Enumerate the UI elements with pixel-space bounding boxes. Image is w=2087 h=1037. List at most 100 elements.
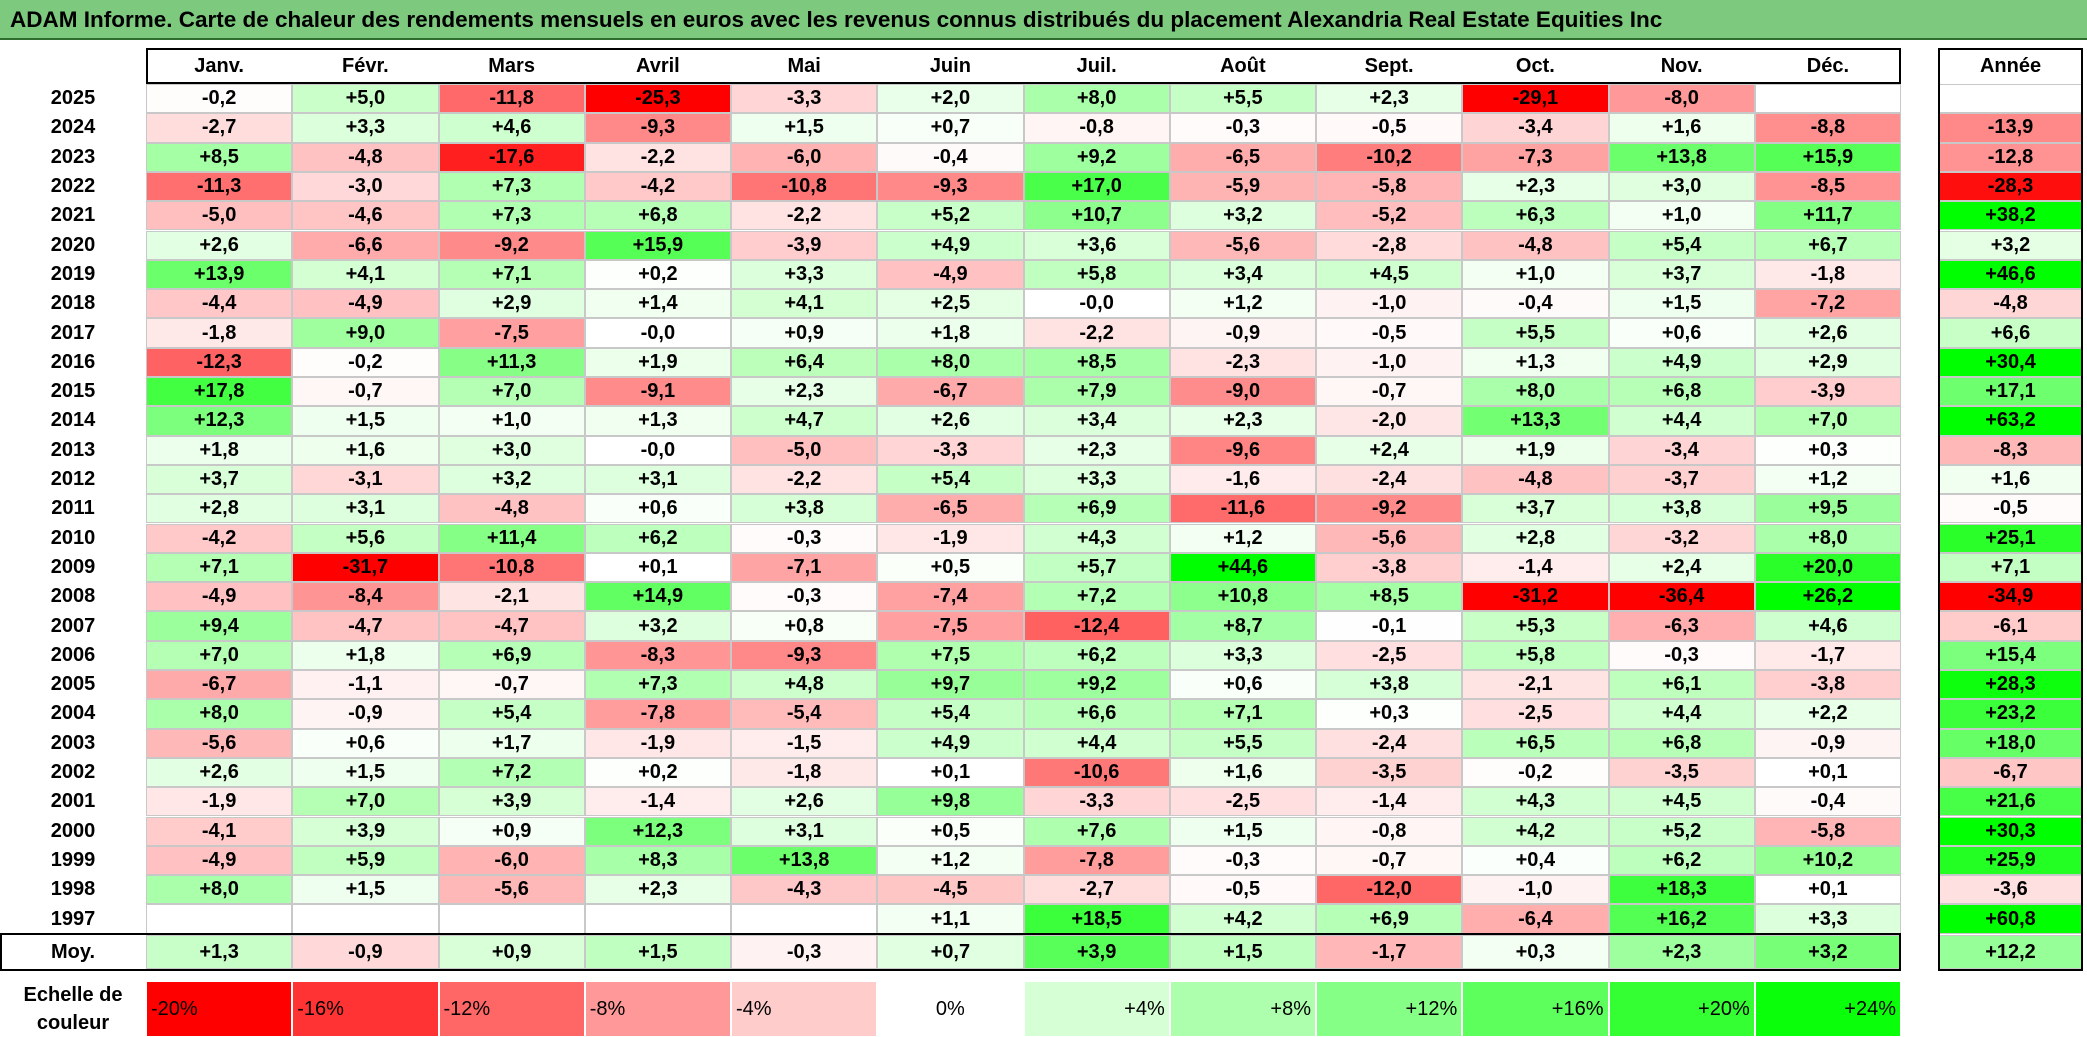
year-label: 2021 [50, 204, 96, 227]
heatmap-cell: -4,3 [731, 875, 878, 905]
heatmap-cell: +3,6 [1023, 230, 1170, 260]
average-cell: +1,5 [584, 935, 731, 969]
heatmap-cell: +4,3 [1023, 523, 1170, 553]
month-header: Mai [787, 54, 821, 77]
year-column-header: Année [1979, 54, 2042, 77]
heatmap-cell: +1,8 [146, 435, 293, 465]
heatmap-cell: +5,3 [1462, 611, 1609, 641]
heatmap-cell: +2,6 [146, 757, 293, 788]
heatmap-cell: +3,8 [731, 494, 878, 524]
heatmap-cell: -0,0 [584, 435, 731, 465]
heatmap-cell: -4,9 [292, 289, 439, 319]
heatmap-cell: +17,0 [1023, 171, 1170, 202]
heatmap-cell: +8,5 [1023, 347, 1170, 377]
heatmap-cell: +3,7 [146, 464, 293, 495]
heatmap-cell: -3,8 [1316, 552, 1463, 583]
year-label: 2002 [50, 761, 96, 784]
heatmap-cell: +1,0 [438, 406, 585, 436]
heatmap-cell: -1,1 [292, 670, 439, 700]
heatmap-cell: +8,5 [1316, 582, 1463, 612]
heatmap-cell: -2,4 [1316, 728, 1463, 758]
year-label: 2009 [50, 555, 96, 578]
heatmap-cell: +1,0 [1608, 201, 1755, 231]
year-label: 2025 [50, 87, 96, 110]
heatmap-cell: +3,3 [1754, 904, 1901, 934]
color-scale-step: -16% [292, 981, 439, 1037]
heatmap-cell: +1,9 [584, 347, 731, 377]
heatmap-cell: -12,3 [146, 347, 293, 377]
year-label: 2003 [50, 731, 96, 754]
year-label: 2011 [51, 497, 95, 520]
heatmap-cell: -4,4 [146, 289, 293, 319]
heatmap-cell: -1,0 [1316, 289, 1463, 319]
heatmap-cell: +20,0 [1754, 552, 1901, 583]
heatmap-cell: +5,8 [1023, 259, 1170, 290]
heatmap-cell: +8,0 [1754, 523, 1901, 553]
annual-cell: +1,6 [1938, 464, 2083, 495]
heatmap-cell: -4,1 [146, 816, 293, 846]
annual-cell [1938, 84, 2083, 114]
heatmap-cell: +26,2 [1754, 582, 1901, 612]
heatmap-cell: -3,5 [1316, 757, 1463, 788]
average-cell: +2,3 [1608, 935, 1755, 969]
heatmap-cell: -4,9 [146, 582, 293, 612]
heatmap-cell: +4,5 [1608, 787, 1755, 817]
heatmap-cell: -12,4 [1023, 611, 1170, 641]
heatmap-cell: +11,3 [438, 347, 585, 377]
heatmap-cell: +1,0 [1462, 259, 1609, 290]
heatmap-cell: +1,2 [1169, 289, 1316, 319]
heatmap-cell: +3,0 [438, 435, 585, 465]
heatmap-cell: -3,9 [731, 230, 878, 260]
heatmap-cell: +16,2 [1608, 904, 1755, 934]
heatmap-cell: +8,0 [1023, 84, 1170, 114]
average-cell: -1,7 [1316, 935, 1463, 969]
average-cell: +1,3 [146, 935, 293, 969]
heatmap-cell: -5,2 [1316, 201, 1463, 231]
average-cell: -0,3 [731, 935, 878, 969]
annual-cell: -3,6 [1938, 875, 2083, 905]
month-header: Janv. [194, 54, 244, 77]
annual-cell: +28,3 [1938, 670, 2083, 700]
heatmap-cell: +4,4 [1608, 699, 1755, 729]
heatmap-cell: -2,2 [731, 464, 878, 495]
heatmap-cell: +2,8 [1462, 523, 1609, 553]
heatmap-cell: +0,1 [877, 757, 1024, 788]
heatmap-cell: +4,3 [1462, 787, 1609, 817]
annual-cell: +60,8 [1938, 904, 2083, 934]
heatmap-cell: +7,3 [584, 670, 731, 700]
annual-cell: +46,6 [1938, 259, 2083, 290]
heatmap-cell: +3,4 [1169, 259, 1316, 290]
heatmap-cell: +3,0 [1608, 171, 1755, 202]
heatmap-cell: +9,7 [877, 670, 1024, 700]
year-label: 2024 [50, 116, 96, 139]
heatmap-cell: +4,8 [731, 670, 878, 700]
heatmap-cell: +0,5 [877, 816, 1024, 846]
heatmap-cell: +2,4 [1608, 552, 1755, 583]
heatmap-cell: +1,8 [292, 640, 439, 670]
chart-title: ADAM Informe. Carte de chaleur des rende… [0, 0, 2087, 40]
average-cell: -0,9 [292, 935, 439, 969]
heatmap-cell: +8,0 [146, 699, 293, 729]
heatmap-cell: -3,0 [292, 171, 439, 202]
heatmap-cell: -3,3 [731, 84, 878, 114]
heatmap-cell: -6,7 [146, 670, 293, 700]
heatmap-cell: +6,8 [584, 201, 731, 231]
annual-cell: -6,7 [1938, 757, 2083, 788]
color-scale-step: -8% [584, 981, 731, 1037]
heatmap-cell: +13,8 [1608, 142, 1755, 172]
heatmap-cell: -4,9 [146, 845, 293, 876]
year-label: 2016 [50, 350, 96, 373]
heatmap-cell: +1,6 [1608, 113, 1755, 143]
color-scale-step: +4% [1023, 981, 1170, 1037]
heatmap-cell: +15,9 [1754, 142, 1901, 172]
month-header: Juil. [1076, 54, 1117, 77]
heatmap-cell: +2,2 [1754, 699, 1901, 729]
heatmap-cell: -2,5 [1316, 640, 1463, 670]
annual-cell: +25,1 [1938, 523, 2083, 553]
heatmap-cell: +2,9 [438, 289, 585, 319]
heatmap-cell: +1,3 [1462, 347, 1609, 377]
heatmap-cell: -9,0 [1169, 377, 1316, 407]
heatmap-cell: +0,3 [1754, 435, 1901, 465]
average-cell: +0,9 [438, 935, 585, 969]
heatmap-cell: -7,3 [1462, 142, 1609, 172]
